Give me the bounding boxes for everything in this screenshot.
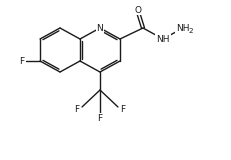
Text: F: F	[74, 104, 79, 113]
Text: F: F	[19, 56, 24, 65]
Text: O: O	[134, 5, 141, 15]
Text: NH: NH	[176, 24, 189, 32]
Text: F: F	[120, 104, 125, 113]
Text: NH: NH	[155, 35, 169, 44]
Text: N: N	[96, 24, 103, 32]
Text: F: F	[97, 113, 102, 123]
Text: 2: 2	[188, 28, 192, 34]
